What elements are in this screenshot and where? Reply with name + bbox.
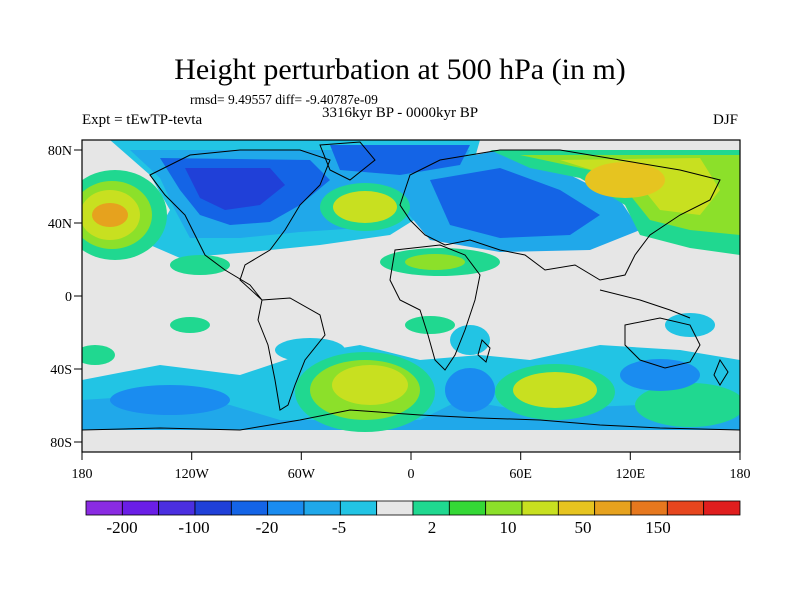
- y-tick-label: 80S: [50, 436, 72, 451]
- coast-africa: [389, 244, 481, 371]
- field-pos-trop2: [405, 316, 455, 334]
- colorbar: [85, 500, 741, 516]
- x-tick-label: 60W: [288, 467, 316, 482]
- colorbar-swatch: [230, 500, 269, 516]
- colorbar-swatch: [412, 500, 450, 516]
- field-pos-atlantic-mid: [333, 191, 397, 223]
- x-tick-label: 120W: [175, 467, 210, 482]
- colorbar-swatch: [521, 500, 559, 516]
- colorbar-swatch: [703, 500, 741, 516]
- colorbar-swatch: [339, 500, 378, 516]
- x-tick-label: 0: [408, 467, 415, 482]
- colorbar-label: -200: [106, 518, 137, 537]
- y-tick-label: 40S: [50, 363, 72, 378]
- y-tick-label: 0: [65, 290, 72, 305]
- map-panel: [82, 140, 740, 452]
- colorbar-swatch: [158, 500, 196, 516]
- x-tick-label: 180: [730, 467, 751, 482]
- coastlines: [82, 141, 740, 431]
- x-tick-label: 180: [72, 467, 93, 482]
- field-pos-sh-pac: [635, 383, 740, 427]
- colorbar-swatch: [303, 500, 341, 516]
- field-pos-siberia-core: [585, 162, 665, 198]
- coast-greenland: [319, 141, 376, 181]
- colorbar-swatch: [121, 500, 160, 516]
- colorbar-label: 50: [575, 518, 592, 537]
- field-pos-trop3: [82, 345, 115, 365]
- colorbar-swatch: [594, 500, 632, 516]
- colorbar-swatch: [194, 500, 232, 516]
- colorbar-label: 150: [645, 518, 671, 537]
- coast-south-america: [257, 297, 326, 411]
- field-pos-sh-atl-strong: [332, 365, 408, 405]
- coast-southeast-asia: [599, 289, 691, 319]
- colorbar-label: -100: [178, 518, 209, 537]
- x-tick-label: 120E: [616, 467, 646, 482]
- colorbar-label: 10: [500, 518, 517, 537]
- field-neg-na-core: [185, 168, 285, 210]
- field-pos-trop1: [170, 317, 210, 333]
- y-tick-label: 40N: [48, 217, 72, 232]
- experiment-label: Expt = tEwTP-tevta: [82, 112, 203, 128]
- coast-antarctica: [82, 409, 740, 431]
- field-pos-us: [170, 255, 230, 275]
- colorbar-label: 2: [428, 518, 437, 537]
- colorbar-label: -20: [256, 518, 279, 537]
- colorbar-swatch: [448, 500, 487, 516]
- colorbar-labels: -200 -100 -20 -5 2 10 50 150: [106, 518, 670, 537]
- field-neg-sh-epac: [110, 385, 230, 415]
- field-pos-sh-ind-mid: [513, 372, 597, 408]
- coast-australia: [624, 317, 701, 369]
- axis-ticks: [74, 149, 741, 460]
- x-tick-label: 60E: [509, 467, 532, 482]
- colorbar-swatch: [630, 500, 668, 516]
- field-neg-sh-ind: [445, 368, 495, 412]
- y-tick-labels: 80N 40N 0 40S 80S: [48, 144, 72, 451]
- map-title: Height perturbation at 500 hPa (in m): [174, 53, 626, 86]
- coast-new-zealand: [713, 358, 729, 386]
- season-label: DJF: [712, 112, 738, 128]
- colorbar-label: -5: [332, 518, 346, 537]
- field-neg-sh-pac: [620, 359, 700, 391]
- field-neg-trop2: [450, 325, 490, 355]
- colorbar-swatch: [557, 500, 596, 516]
- colorbar-swatch: [267, 500, 305, 516]
- coast-madagascar: [477, 339, 491, 363]
- colorbar-swatch: [666, 500, 705, 516]
- colorbar-swatch: [376, 500, 414, 516]
- y-tick-label: 80N: [48, 144, 72, 159]
- coast-eurasia: [399, 149, 721, 281]
- colorbar-swatch: [85, 500, 123, 516]
- stats-label: rmsd= 9.49557 diff= -9.40787e-09: [190, 92, 378, 107]
- field-neutral-south: [82, 430, 740, 452]
- colorbar-swatch: [485, 500, 523, 516]
- x-tick-labels: 180 120W 60W 0 60E 120E 180: [72, 467, 751, 482]
- field-neg-asia-strong: [430, 168, 600, 238]
- period-label: 3316kyr BP - 0000kyr BP: [322, 105, 479, 121]
- field-pos-pacific-core: [92, 203, 128, 227]
- field-pos-midlat-mid: [405, 254, 465, 270]
- coast-north-america: [149, 149, 331, 301]
